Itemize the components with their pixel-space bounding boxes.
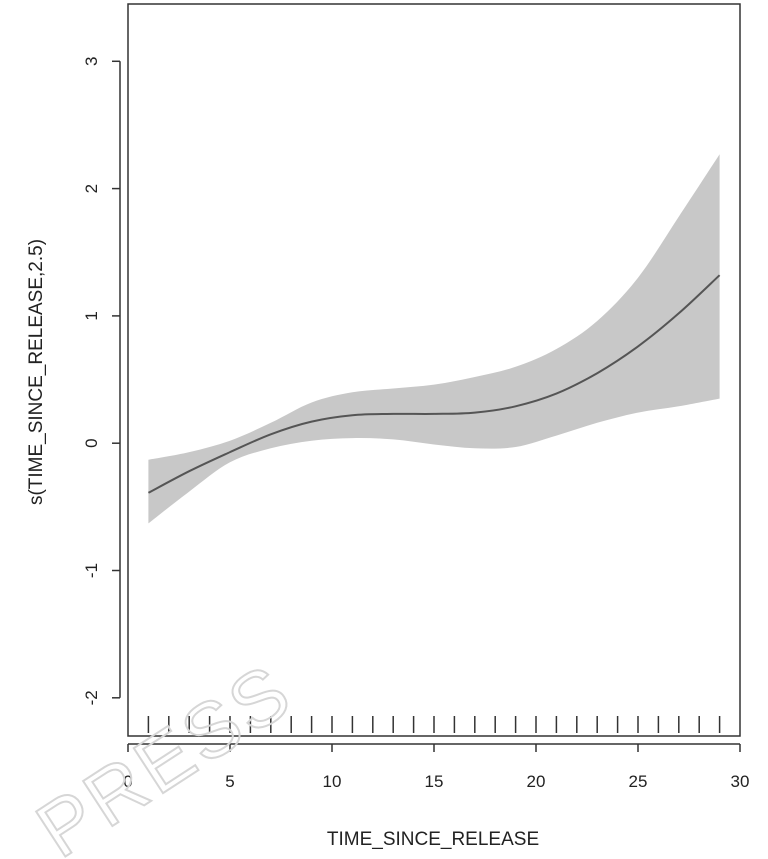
x-axis-title: TIME_SINCE_RELEASE: [327, 829, 539, 850]
x-tick-label: 20: [527, 772, 546, 791]
confidence-band: [148, 154, 720, 524]
x-tick-label: 10: [323, 772, 342, 791]
x-tick-label: 0: [123, 772, 132, 791]
axis-layer: 0 5 10 15 20 25 30 -2 -1 0 1 2 3: [82, 3, 750, 791]
y-axis-title: s(TIME_SINCE_RELEASE,2.5): [26, 239, 47, 505]
watermark-text: PRESS: [21, 646, 307, 859]
y-tick-label: 0: [82, 438, 101, 447]
y-tick-label: -2: [82, 690, 101, 705]
y-tick-label: 2: [82, 184, 101, 193]
y-tick-label: 1: [82, 311, 101, 320]
x-tick-label: 15: [425, 772, 444, 791]
y-tick-label: -1: [82, 563, 101, 578]
plot-frame: [127, 3, 741, 737]
x-tick-label: 25: [629, 772, 648, 791]
smooth-line-layer: [147, 274, 721, 494]
confidence-band-layer: [148, 154, 720, 524]
x-tick-label: 5: [225, 772, 234, 791]
x-tick-label: 30: [731, 772, 750, 791]
y-tick-label: 3: [82, 57, 101, 66]
smooth-line: [147, 274, 721, 494]
label-layer: TIME_SINCE_RELEASE s(TIME_SINCE_RELEASE,…: [26, 239, 539, 850]
rug-layer: [147, 716, 721, 733]
